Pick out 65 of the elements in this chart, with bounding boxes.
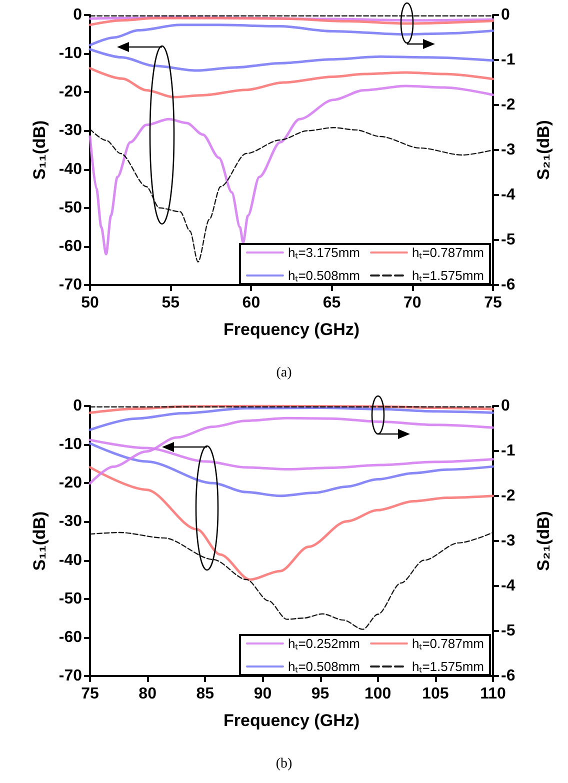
line-series xyxy=(88,442,494,498)
y-tick-label: -60 xyxy=(58,628,82,646)
line-series xyxy=(88,406,494,432)
y2-tick-label: -4 xyxy=(501,186,516,204)
y2-tick-label: -4 xyxy=(501,578,516,594)
y-tick-label: -20 xyxy=(58,474,82,492)
x-axis-title: Frequency (GHz) xyxy=(223,711,360,730)
y2-tick-label: -2 xyxy=(501,488,516,504)
y2-tick-label: -6 xyxy=(501,276,516,294)
line-series xyxy=(88,66,494,98)
legend-label: hₜ=0.508mm xyxy=(288,268,360,283)
y-tick-label: 0 xyxy=(73,398,82,414)
x-tick-label: 65 xyxy=(322,294,341,312)
x-tick-label: 70 xyxy=(404,294,422,312)
legend-label: hₜ=3.175mm xyxy=(288,245,360,260)
y2-tick-label: -3 xyxy=(501,532,516,550)
legend-label: hₜ=0.787mm xyxy=(412,245,484,260)
y2-tick-label: -5 xyxy=(501,622,516,640)
y-tick-label: -70 xyxy=(58,276,82,294)
text: (b) xyxy=(276,756,292,772)
x-tick-label: 100 xyxy=(364,686,392,702)
x-tick-label: 75 xyxy=(81,686,99,702)
y-tick-label: -50 xyxy=(58,590,82,608)
y-tick-label: -30 xyxy=(58,122,82,140)
line-series xyxy=(88,416,494,485)
y-axis-title: S₁₁(dB) xyxy=(30,511,49,571)
y2-tick-label: -1 xyxy=(501,52,516,68)
y2-tick-label: -1 xyxy=(501,442,516,460)
text: (a) xyxy=(276,366,292,380)
x-tick-label: 90 xyxy=(254,686,272,702)
y-tick-label: -30 xyxy=(58,513,82,530)
y-tick-label: -40 xyxy=(58,160,82,178)
y-tick-label: 0 xyxy=(73,6,82,24)
y2-tick-label: -6 xyxy=(501,668,516,684)
x-tick-label: 60 xyxy=(242,294,260,312)
y2-axis-title: S₂₁(dB) xyxy=(534,511,553,571)
legend-label: hₜ=1.575mm xyxy=(412,659,484,674)
y2-tick-label: 0 xyxy=(501,6,510,24)
y-tick-label: -40 xyxy=(58,552,82,569)
legend-label: hₜ=0.508mm xyxy=(288,659,360,674)
y2-tick-label: -5 xyxy=(501,232,516,248)
y2-tick-label: -2 xyxy=(501,96,516,114)
y-tick-label: -10 xyxy=(58,45,82,62)
x-tick-label: 80 xyxy=(138,686,157,702)
x-tick-label: 105 xyxy=(422,686,449,702)
legend-label: hₜ=0.252mm xyxy=(288,636,360,651)
x-tick-label: 75 xyxy=(484,294,502,312)
y-tick-label: -20 xyxy=(58,84,82,101)
x-tick-label: 95 xyxy=(311,686,330,702)
legend-label: hₜ=0.787mm xyxy=(412,636,484,651)
x-tick-label: 55 xyxy=(162,294,180,312)
x-axis-title: Frequency (GHz) xyxy=(223,320,360,339)
x-tick-label: 50 xyxy=(81,294,99,312)
y-tick-label: -10 xyxy=(58,436,82,454)
y-axis-title: S₁₁(dB) xyxy=(30,120,49,180)
x-tick-label: 85 xyxy=(196,686,214,702)
y-tick-label: -70 xyxy=(58,668,82,684)
legend-label: hₜ=1.575mm xyxy=(412,268,484,283)
y2-tick-label: 0 xyxy=(501,398,510,414)
x-tick-label: 110 xyxy=(480,686,506,702)
line-series xyxy=(88,466,494,581)
y-tick-label: -60 xyxy=(58,238,82,255)
y2-tick-label: -3 xyxy=(501,142,516,158)
y2-axis-title: S₂₁(dB) xyxy=(534,120,553,180)
y-tick-label: -50 xyxy=(58,199,82,216)
